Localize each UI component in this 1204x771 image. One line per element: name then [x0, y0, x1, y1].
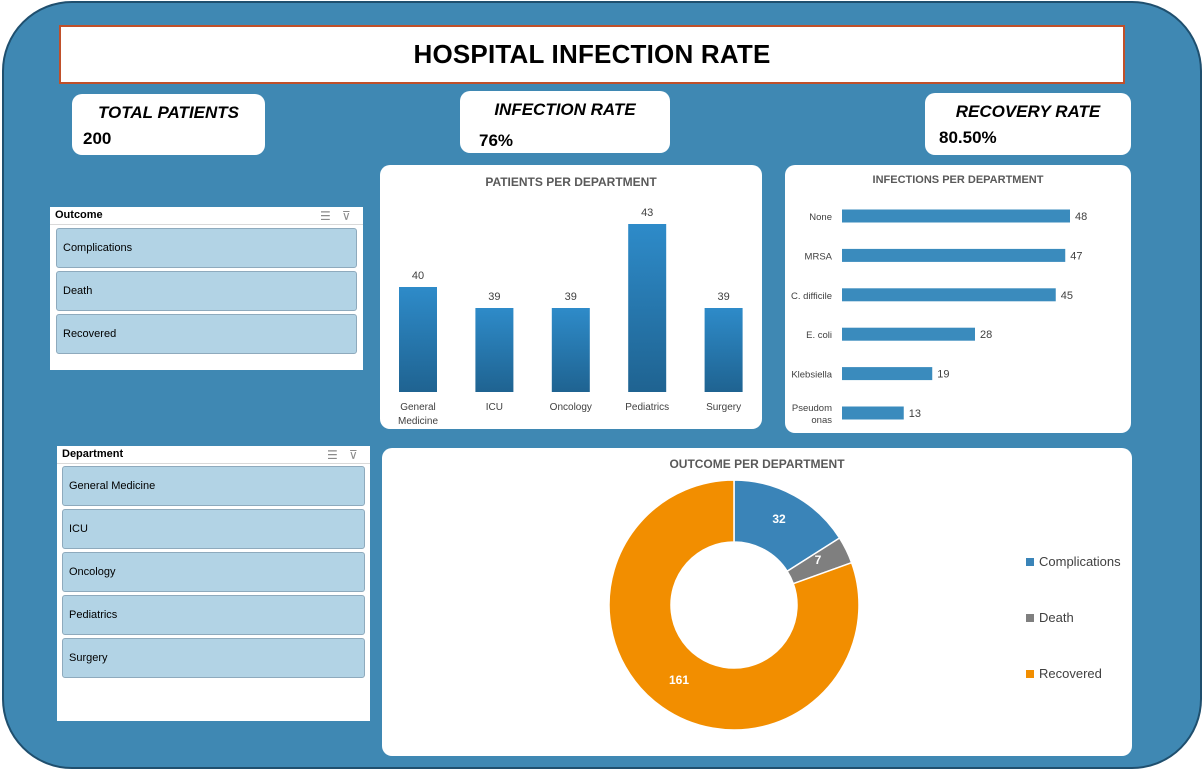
recovery-rate-card: RECOVERY RATE 80.50% — [925, 93, 1131, 155]
outcome-slicer-item-recovered[interactable]: Recovered — [56, 314, 357, 354]
patients-per-department-panel: PATIENTS PER DEPARTMENT 40 General Medicin… — [380, 165, 762, 429]
legend-label-complications: Complications — [1039, 554, 1121, 569]
outcome-slicer-item-complications[interactable]: Complications — [56, 228, 357, 268]
outcome-slicer: Outcome ☰ ⊽ Complications Death Recovere… — [50, 207, 363, 370]
bar-surgery — [704, 308, 743, 392]
multi-select-icon[interactable]: ☰ — [320, 209, 331, 223]
x-tick-label: ICU — [486, 402, 503, 413]
y-tick-label: C. difficile — [791, 291, 832, 302]
donut-value-label: 7 — [815, 553, 822, 567]
bar-general-medicine — [399, 287, 437, 392]
x-tick-label: Pediatrics — [625, 402, 669, 413]
legend-label-recovered: Recovered — [1039, 666, 1102, 681]
total-patients-value: 200 — [83, 129, 112, 148]
infection-rate-label: INFECTION RATE — [494, 100, 636, 119]
bar-icu — [475, 308, 514, 392]
y-tick-label: MRSA — [805, 251, 833, 262]
bar-oncology — [551, 308, 590, 392]
infections-chart-title: INFECTIONS PER DEPARTMENT — [872, 174, 1044, 186]
hbar-c-difficile — [842, 288, 1056, 302]
bar-value-label: 43 — [641, 207, 653, 219]
slicer-header-divider — [50, 224, 363, 225]
hbar-value-label: 28 — [980, 329, 992, 341]
infections-per-department-panel: INFECTIONS PER DEPARTMENT 48 None 47 MRSA 45… — [785, 165, 1131, 433]
department-slicer-item-general-medicine[interactable]: General Medicine — [62, 466, 365, 506]
donut-slice-recovered — [608, 479, 860, 731]
legend-item-death: Death — [1026, 610, 1074, 625]
y-tick-label: E. coli — [806, 330, 832, 341]
total-patients-card: TOTAL PATIENTS 200 — [72, 94, 265, 155]
outcome-slicer-header: Outcome — [55, 209, 103, 221]
patients-chart-title: PATIENTS PER DEPARTMENT — [485, 175, 657, 189]
hbar-value-label: 13 — [909, 408, 921, 420]
department-slicer: Department ☰ ⊽ General Medicine ICU Onco… — [57, 446, 370, 721]
department-slicer-header: Department — [62, 448, 124, 460]
department-slicer-item-oncology[interactable]: Oncology — [62, 552, 365, 592]
infections-per-department-chart: 48 None 47 MRSA 45 C. difficile 28 E. coli 19 Kle… — [791, 209, 1087, 426]
dashboard-title: HOSPITAL INFECTION RATE — [413, 39, 771, 69]
department-slicer-item-pediatrics[interactable]: Pediatrics — [62, 595, 365, 635]
x-tick-label: General — [400, 402, 436, 413]
x-tick-label: Medicine — [398, 416, 438, 427]
total-patients-label: TOTAL PATIENTS — [97, 103, 240, 122]
donut-value-label: 161 — [669, 673, 689, 687]
hbar-klebsiella — [842, 367, 933, 381]
dashboard-title-box: HOSPITAL INFECTION RATE — [59, 25, 1125, 84]
hbar-mrsa — [842, 248, 1066, 262]
legend-item-recovered: Recovered — [1026, 666, 1102, 681]
department-slicer-item-icu[interactable]: ICU — [62, 509, 365, 549]
infection-rate-value: 76% — [479, 131, 514, 150]
clear-filter-icon[interactable]: ⊽ — [342, 209, 351, 223]
outcome-per-department-chart: 32 7 161 — [608, 479, 860, 731]
infection-rate-card: INFECTION RATE 76% — [460, 91, 670, 153]
clear-filter-icon[interactable]: ⊽ — [349, 448, 358, 462]
slicer-header-divider — [57, 463, 370, 464]
department-slicer-item-surgery[interactable]: Surgery — [62, 638, 365, 678]
hbar-e-coli — [842, 327, 975, 341]
legend-swatch-complications — [1026, 557, 1034, 566]
outcome-per-department-panel: OUTCOME PER DEPARTMENT 32 7 161 Complicati… — [382, 448, 1132, 756]
recovery-rate-value: 80.50% — [939, 128, 997, 147]
hbar-value-label: 48 — [1075, 211, 1087, 223]
donut-value-label: 32 — [772, 512, 786, 526]
legend-label-death: Death — [1039, 610, 1074, 625]
bar-value-label: 39 — [488, 291, 500, 303]
bar-value-label: 39 — [565, 291, 577, 303]
hbar-value-label: 45 — [1061, 290, 1073, 302]
outcome-slicer-item-death[interactable]: Death — [56, 271, 357, 311]
y-tick-label: onas — [811, 415, 832, 426]
patients-per-department-chart: 40 General Medicine 39 ICU 39 Oncology 43 Pediat… — [398, 207, 743, 427]
legend-swatch-recovered — [1026, 669, 1034, 678]
bar-value-label: 39 — [717, 291, 729, 303]
y-tick-label: Pseudom — [792, 403, 832, 414]
x-tick-label: Surgery — [706, 402, 741, 413]
y-tick-label: None — [809, 212, 832, 223]
hbar-value-label: 19 — [937, 369, 949, 381]
recovery-rate-label: RECOVERY RATE — [955, 102, 1101, 121]
y-tick-label: Klebsiella — [791, 370, 832, 381]
hbar-none — [842, 209, 1070, 223]
bar-pediatrics — [628, 224, 667, 392]
outcome-chart-title: OUTCOME PER DEPARTMENT — [669, 457, 845, 471]
legend-swatch-death — [1026, 613, 1034, 622]
hbar-value-label: 47 — [1070, 250, 1082, 262]
hbar-pseudomonas — [842, 406, 904, 420]
x-tick-label: Oncology — [550, 402, 592, 413]
legend-item-complications: Complications — [1026, 554, 1121, 569]
multi-select-icon[interactable]: ☰ — [327, 448, 338, 462]
bar-value-label: 40 — [412, 270, 424, 282]
